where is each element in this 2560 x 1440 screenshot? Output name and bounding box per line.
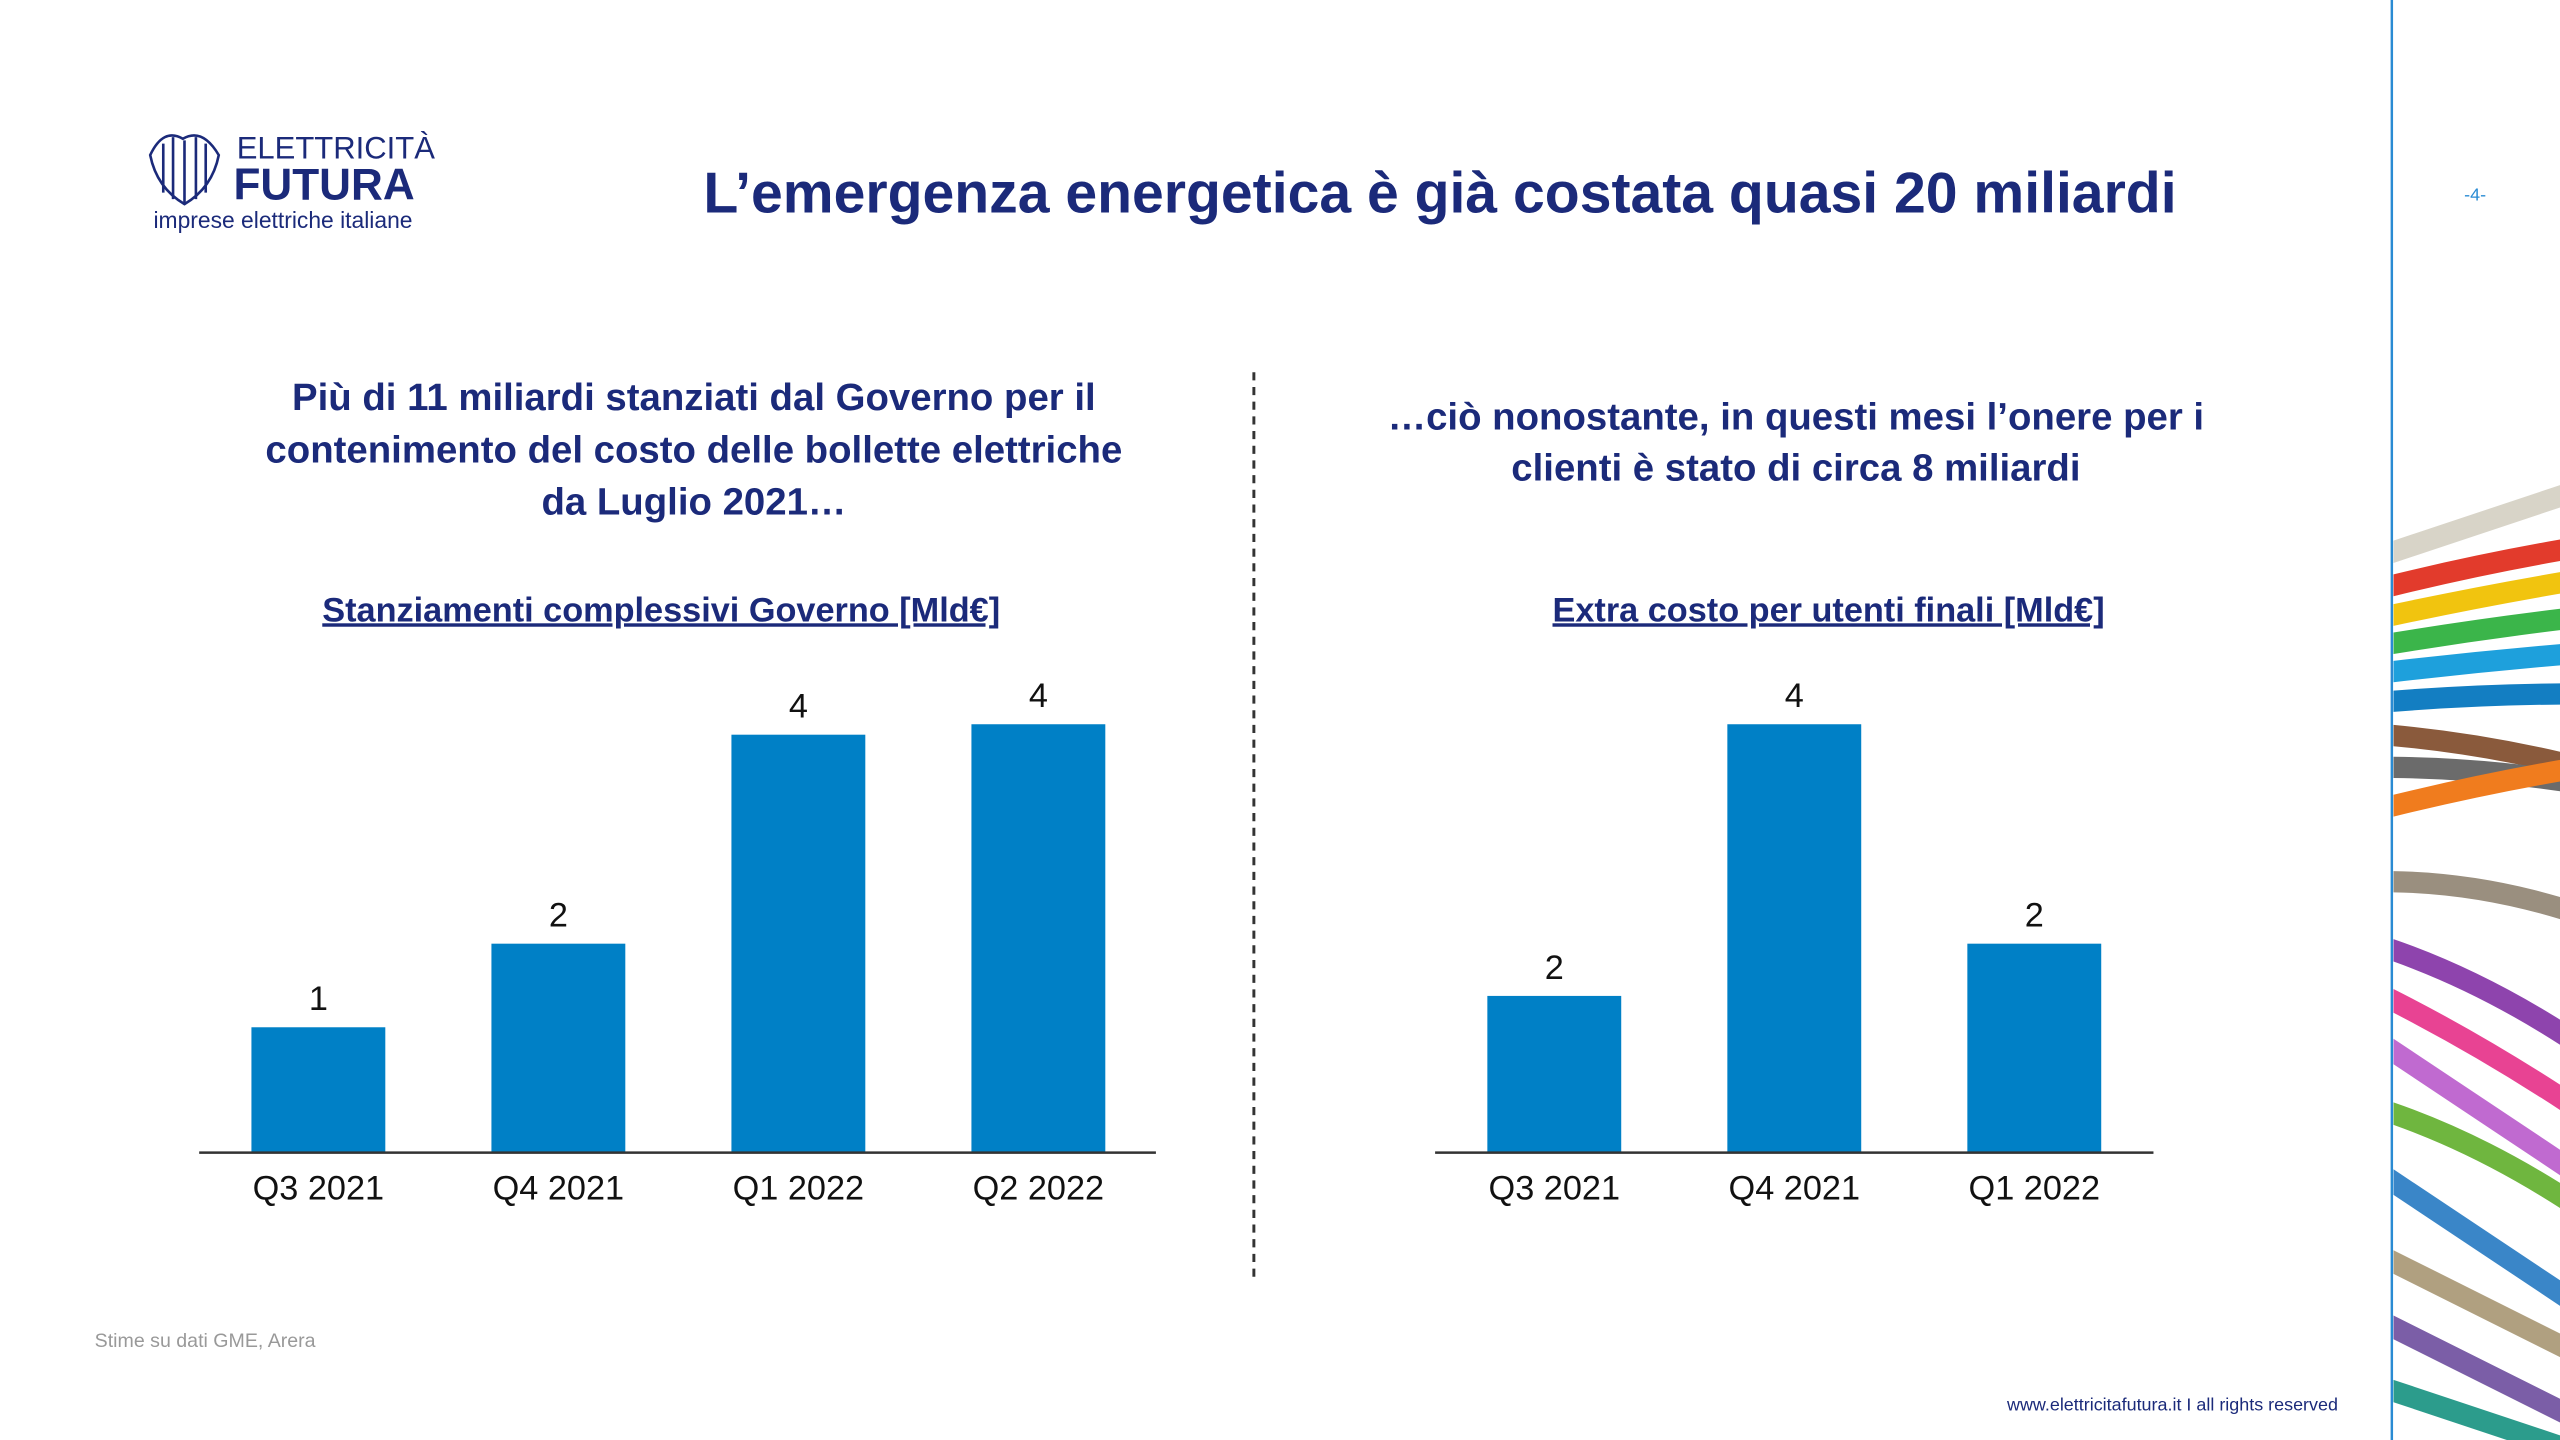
value-label: 4 — [1785, 677, 1804, 715]
bar — [971, 724, 1106, 1153]
x-tick-label: Q1 2022 — [733, 1169, 864, 1207]
right-heading: clienti è stato di circa 8 miliardi — [1511, 446, 2080, 489]
value-label: 2 — [2025, 897, 2044, 935]
cable-decoration — [2393, 485, 2560, 1440]
value-label: 1 — [309, 980, 328, 1018]
left-heading: da Luglio 2021… — [541, 481, 846, 524]
bar — [731, 734, 866, 1153]
value-label: 4 — [1029, 677, 1048, 715]
logo-name: ELETTRICITÀ — [237, 130, 435, 165]
value-label: 4 — [789, 688, 808, 726]
left-heading: contenimento del costo delle bollette el… — [265, 428, 1122, 471]
left-heading: Più di 11 miliardi stanziati dal Governo… — [292, 376, 1096, 419]
chart-title: Stanziamenti complessivi Governo [Mld€] — [322, 591, 1000, 629]
x-tick-label: Q4 2021 — [1729, 1169, 1860, 1207]
source-note: Stime su dati GME, Arera — [95, 1330, 316, 1352]
bar — [1487, 995, 1622, 1153]
x-tick-label: Q2 2022 — [973, 1169, 1104, 1207]
right-heading: …ciò nonostante, in questi mesi l’onere … — [1388, 396, 2204, 439]
x-tick-label: Q3 2021 — [1489, 1169, 1620, 1207]
value-label: 2 — [549, 897, 568, 935]
bar — [1967, 943, 2102, 1153]
slide-title: L’emergenza energetica è già costata qua… — [703, 162, 2176, 226]
page-number: -4- — [2464, 185, 2486, 205]
logo-mark — [148, 134, 221, 206]
bar — [1727, 724, 1862, 1153]
x-tick-label: Q3 2021 — [253, 1169, 384, 1207]
logo-brand: FUTURA — [233, 160, 414, 209]
x-tick-label: Q1 2022 — [1969, 1169, 2100, 1207]
value-label: 2 — [1545, 949, 1564, 987]
x-tick-label: Q4 2021 — [493, 1169, 624, 1207]
footer: www.elettricitafutura.it I all rights re… — [2006, 1394, 2338, 1414]
bar — [251, 1027, 386, 1153]
chart-title: Extra costo per utenti finali [Mld€] — [1553, 591, 2105, 629]
logo-tagline: imprese elettriche italiane — [153, 207, 412, 233]
bar — [491, 943, 626, 1153]
